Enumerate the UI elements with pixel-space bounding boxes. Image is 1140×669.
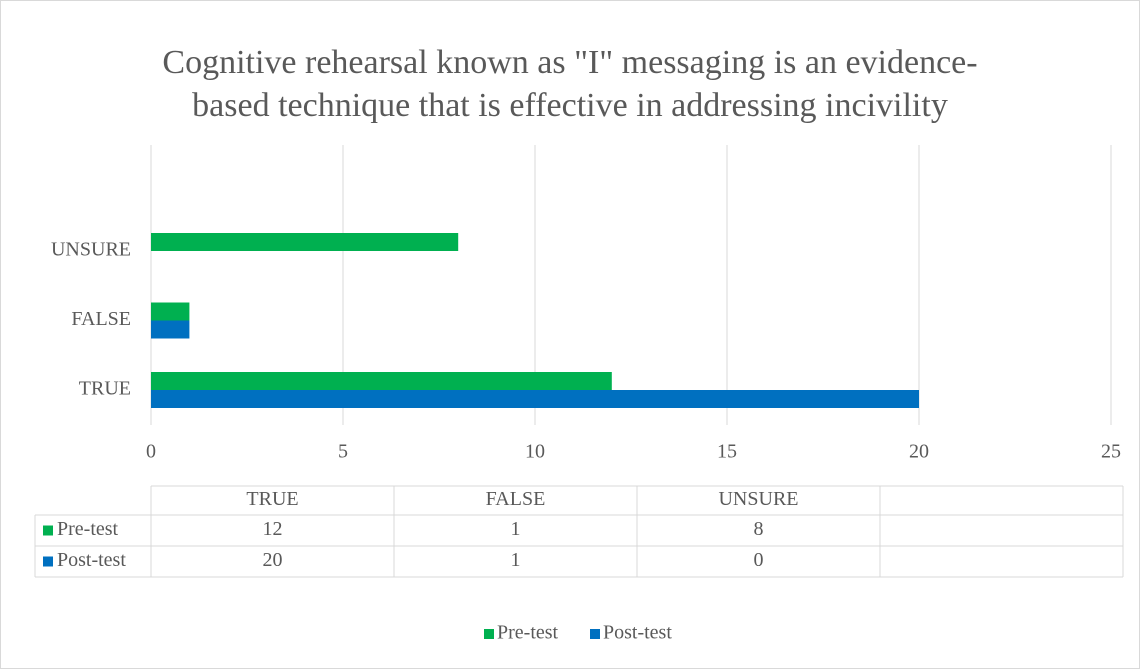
x-tick-label: 25 [1101,441,1121,463]
table-row-label: Post-test [57,549,126,571]
y-tick-label: UNSURE [51,239,131,261]
table-header: UNSURE [718,488,798,510]
table-legend-key [43,556,53,567]
table-cell: 0 [754,549,764,571]
legend-label: Pre-test [497,622,559,644]
bar [151,390,919,408]
chart-title: based technique that is effective in add… [192,87,948,124]
bar [151,372,612,390]
bar [151,320,190,339]
table-row-label: Pre-test [57,518,119,540]
x-tick-label: 10 [525,441,545,463]
x-tick-label: 15 [717,441,737,463]
legend-label: Post-test [603,622,672,644]
table-cell: 12 [263,518,283,540]
x-tick-label: 0 [146,441,156,463]
bar [151,302,190,321]
x-tick-label: 20 [909,441,929,463]
legend-swatch [484,629,494,639]
table-cell: 1 [511,549,521,571]
table-legend-key [43,525,53,536]
bar [151,233,459,251]
table-header: FALSE [486,488,546,510]
table-cell: 8 [754,518,764,540]
chart-title: Cognitive rehearsal known as "I" messagi… [162,44,977,81]
y-tick-label: TRUE [79,378,131,400]
table-cell: 20 [263,549,283,571]
y-tick-label: FALSE [71,308,131,330]
table-cell: 1 [511,518,521,540]
legend-swatch [590,629,600,639]
table-header: TRUE [246,488,298,510]
x-tick-label: 5 [338,441,348,463]
